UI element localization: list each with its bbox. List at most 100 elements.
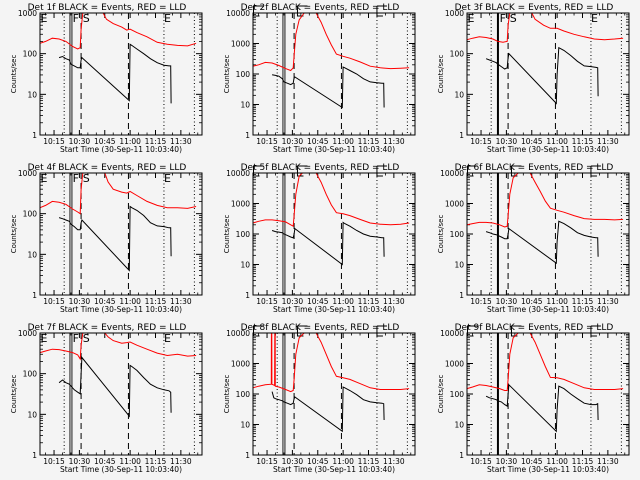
x-tick-label: 11:00 (119, 297, 141, 306)
x-tick-label: 11:00 (546, 137, 568, 146)
marker-s: S (83, 12, 90, 25)
chart-title: Det 5f BLACK = Events, RED = LLD (241, 163, 400, 173)
series-lld (466, 12, 624, 43)
x-tick-label: 10:45 (521, 457, 543, 466)
x-tick-label: 11:30 (170, 457, 192, 466)
chart-title: Det 7f BLACK = Events, RED = LLD (28, 323, 187, 333)
marker-e: E (468, 12, 475, 25)
plot-frame (39, 172, 203, 296)
detector-panel-5: Det 5f BLACK = Events, RED = LLD Counts/s… (213, 160, 426, 320)
x-tick-label: 11:00 (546, 457, 568, 466)
x-tick-label: 11:30 (170, 297, 192, 306)
series-lld (252, 332, 410, 393)
x-tick-label: 10:45 (521, 137, 543, 146)
series-events (58, 356, 172, 418)
y-tick-label: 1 (32, 131, 37, 140)
y-tick-label: 100 (236, 70, 251, 79)
y-tick-label: 1 (459, 131, 464, 140)
y-tick-label: 100 (236, 390, 251, 399)
x-tick-label: 10:45 (521, 297, 543, 306)
series-lld (466, 332, 624, 391)
x-axis-label: Start Time (30-Sep-11 10:03:40) (60, 145, 182, 154)
detector-panel-2: Det 2f BLACK = Events, RED = LLD Counts/s… (213, 0, 426, 160)
marker-bracket (376, 6, 383, 17)
series-lld (39, 332, 197, 361)
y-tick-label: 10 (240, 261, 250, 270)
chart-svg: Det 9f BLACK = Events, RED = LLD Counts/s… (437, 323, 630, 474)
x-tick-label: 11:30 (383, 457, 405, 466)
marker-e: E (164, 12, 171, 25)
y-tick-label: 1000 (18, 169, 37, 178)
detector-panel-7: Det 7f BLACK = Events, RED = LLD Counts/s… (0, 320, 213, 480)
x-tick-label: 11:30 (383, 297, 405, 306)
chart-svg: Det 8f BLACK = Events, RED = LLD Counts/s… (223, 323, 416, 474)
series-events (271, 66, 385, 109)
x-tick-label: 10:15 (470, 457, 492, 466)
x-tick-label: 11:00 (332, 297, 354, 306)
detector-panel-9: Det 9f BLACK = Events, RED = LLD Counts/s… (427, 320, 640, 480)
x-tick-label: 11:00 (546, 297, 568, 306)
x-axis-label: Start Time (30-Sep-11 10:03:40) (60, 305, 182, 314)
chart-title: Det 1f BLACK = Events, RED = LLD (28, 3, 187, 13)
y-tick-label: 10 (240, 101, 250, 110)
x-axis-label: Start Time (30-Sep-11 10:03:40) (273, 145, 395, 154)
x-tick-label: 10:30 (282, 137, 304, 146)
y-axis-label: Counts/sec (223, 375, 231, 414)
y-tick-label: 10 (27, 410, 37, 419)
y-tick-label: 1 (459, 451, 464, 460)
plot-frame (252, 332, 416, 456)
chart-svg: Det 4f BLACK = Events, RED = LLD Counts/s… (10, 163, 203, 314)
y-tick-label: 10 (27, 250, 37, 259)
x-tick-label: 10:45 (94, 457, 116, 466)
y-tick-label: 1 (32, 451, 37, 460)
series-events (58, 43, 172, 104)
marker-bracket (253, 6, 260, 17)
x-tick-label: 10:30 (496, 137, 518, 146)
x-tick-label: 10:15 (43, 297, 65, 306)
x-tick-label: 11:15 (145, 297, 167, 306)
y-tick-label: 100 (236, 230, 251, 239)
plot-frame (466, 12, 630, 136)
marker-bracket (253, 166, 260, 177)
marker-bracket (467, 326, 474, 337)
x-tick-label: 10:45 (307, 297, 329, 306)
y-axis-label: Counts/sec (223, 55, 231, 94)
y-tick-label: 1 (245, 291, 250, 300)
x-tick-label: 11:15 (358, 137, 380, 146)
marker-bracket (253, 326, 260, 337)
y-tick-label: 10 (240, 421, 250, 430)
plot-frame (39, 12, 203, 136)
x-tick-label: 11:15 (145, 457, 167, 466)
y-tick-label: 1000 (445, 360, 464, 369)
y-axis-label: Counts/sec (437, 55, 445, 94)
x-tick-label: 11:30 (597, 457, 619, 466)
x-tick-label: 10:15 (256, 457, 278, 466)
detector-panel-4: Det 4f BLACK = Events, RED = LLD Counts/s… (0, 160, 213, 320)
plot-frame (252, 172, 416, 296)
x-tick-label: 11:30 (383, 137, 405, 146)
marker-e: E (41, 332, 48, 345)
y-tick-label: 1000 (231, 40, 250, 49)
y-tick-label: 1000 (445, 9, 464, 18)
y-tick-label: 100 (450, 230, 465, 239)
marker-bracket (467, 166, 474, 177)
detector-panel-3: Det 3f BLACK = Events, RED = LLD Counts/s… (427, 0, 640, 160)
y-tick-label: 1000 (18, 9, 37, 18)
chart-title: Det 4f BLACK = Events, RED = LLD (28, 163, 187, 173)
x-axis-label: Start Time (30-Sep-11 10:03:40) (60, 465, 182, 474)
marker-e: E (41, 172, 48, 185)
plot-frame (466, 172, 630, 296)
plot-frame (252, 12, 416, 136)
y-axis-label: Counts/sec (437, 375, 445, 414)
y-tick-label: 1 (32, 291, 37, 300)
x-tick-label: 11:00 (119, 137, 141, 146)
detector-panel-6: Det 6f BLACK = Events, RED = LLD Counts/s… (427, 160, 640, 320)
y-tick-label: 1 (245, 451, 250, 460)
series-events (58, 205, 172, 272)
marker-e: E (591, 12, 598, 25)
series-lld (39, 172, 197, 215)
y-tick-label: 10000 (440, 169, 464, 178)
x-tick-label: 11:30 (597, 297, 619, 306)
series-events (485, 383, 599, 433)
series-events (485, 220, 599, 265)
